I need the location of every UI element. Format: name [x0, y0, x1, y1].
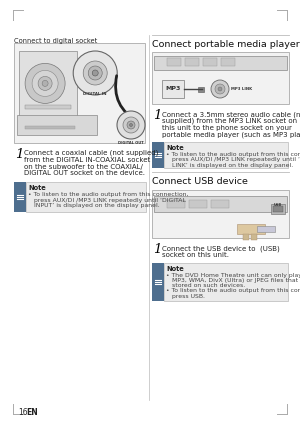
Text: DIGITAL OUT: DIGITAL OUT	[118, 141, 144, 145]
Bar	[152, 263, 164, 301]
Text: portable media player (such as MP3 player).: portable media player (such as MP3 playe…	[162, 131, 300, 138]
Circle shape	[218, 87, 222, 91]
Bar	[243, 234, 249, 240]
Text: Note: Note	[28, 185, 46, 191]
Text: Connect USB device: Connect USB device	[152, 177, 248, 186]
Bar	[154, 56, 287, 70]
Text: Connect a 3.5mm stereo audio cable (not: Connect a 3.5mm stereo audio cable (not	[162, 111, 300, 117]
Circle shape	[32, 70, 58, 96]
Bar	[221, 58, 235, 66]
Text: • To listen to the audio output from this connection,: • To listen to the audio output from thi…	[166, 152, 300, 157]
Circle shape	[83, 61, 107, 85]
Circle shape	[130, 123, 133, 126]
Text: EN: EN	[26, 408, 38, 417]
Text: 1: 1	[153, 109, 161, 122]
Bar	[164, 142, 288, 168]
Text: Connect to digital socket: Connect to digital socket	[14, 38, 97, 44]
Bar	[152, 190, 289, 238]
Text: Connect the USB device to  (USB): Connect the USB device to (USB)	[162, 245, 280, 252]
Text: Note: Note	[166, 145, 184, 151]
Text: supplied) from the MP3 LINK socket on: supplied) from the MP3 LINK socket on	[162, 118, 297, 124]
Bar	[211, 200, 229, 208]
Text: DIGITAL IN: DIGITAL IN	[83, 92, 107, 96]
Bar	[185, 58, 199, 66]
Text: stored on such devices.: stored on such devices.	[166, 283, 245, 288]
Bar	[19, 51, 77, 123]
Text: Connect portable media player: Connect portable media player	[152, 40, 300, 49]
Bar	[162, 80, 184, 98]
Text: Note: Note	[166, 266, 184, 272]
Text: 1: 1	[15, 148, 23, 161]
Circle shape	[42, 81, 48, 86]
Bar	[271, 204, 285, 214]
Text: • To listen to the audio output from this connection,: • To listen to the audio output from thi…	[166, 288, 300, 293]
Bar	[14, 43, 145, 143]
Text: this unit to the phone socket on your: this unit to the phone socket on your	[162, 125, 292, 131]
Text: press AUX/DI /MP3 LINK repeatedly until ‘DIGITAL: press AUX/DI /MP3 LINK repeatedly until …	[28, 198, 186, 203]
Bar	[154, 196, 287, 212]
Bar	[251, 234, 257, 240]
Bar	[14, 182, 26, 212]
Text: DIGITAL OUT socket on the device.: DIGITAL OUT socket on the device.	[24, 170, 145, 176]
Text: from the DIGITAL IN-COAXIAL socket: from the DIGITAL IN-COAXIAL socket	[24, 157, 150, 163]
Text: socket on this unit.: socket on this unit.	[162, 252, 229, 258]
Text: LINK’ is displayed on the display panel.: LINK’ is displayed on the display panel.	[166, 162, 293, 167]
Text: MP3 LINK: MP3 LINK	[231, 87, 252, 91]
Bar	[25, 126, 75, 129]
Text: MP3, WMA, DivX (Ultra) or JPEG files that are: MP3, WMA, DivX (Ultra) or JPEG files tha…	[166, 278, 300, 283]
Circle shape	[215, 84, 225, 94]
Bar	[237, 224, 265, 234]
Text: 16: 16	[18, 408, 28, 417]
Circle shape	[117, 111, 145, 139]
Text: press AUX/DI /MP3 LINK repeatedly until ‘MP3: press AUX/DI /MP3 LINK repeatedly until …	[166, 157, 300, 162]
Text: USB: USB	[274, 203, 282, 207]
Circle shape	[73, 51, 117, 95]
Bar	[25, 105, 71, 109]
Text: Connect a coaxial cable (not supplied): Connect a coaxial cable (not supplied)	[24, 150, 158, 156]
Circle shape	[211, 80, 229, 98]
Circle shape	[92, 70, 98, 76]
Bar	[26, 182, 146, 212]
Text: INPUT’ is displayed on the display panel.: INPUT’ is displayed on the display panel…	[28, 203, 160, 208]
Bar	[167, 200, 185, 208]
Bar	[17, 115, 97, 135]
Bar	[189, 200, 207, 208]
Bar	[152, 142, 164, 168]
Text: • To listen to the audio output from this connection,: • To listen to the audio output from thi…	[28, 192, 188, 197]
Bar	[203, 58, 217, 66]
Text: • The DVD Home Theatre unit can only playback: • The DVD Home Theatre unit can only pla…	[166, 273, 300, 278]
Bar	[198, 86, 204, 92]
Circle shape	[88, 66, 102, 80]
Bar	[152, 52, 289, 104]
Text: 1: 1	[153, 243, 161, 256]
Text: MP3: MP3	[165, 86, 181, 92]
Circle shape	[123, 117, 139, 133]
Text: press USB.: press USB.	[166, 293, 205, 298]
Circle shape	[127, 121, 135, 129]
Circle shape	[25, 64, 65, 103]
Text: on the subwoofer to the COAXIAL/: on the subwoofer to the COAXIAL/	[24, 164, 143, 170]
Circle shape	[38, 76, 52, 90]
Bar	[257, 226, 275, 232]
Bar	[167, 58, 181, 66]
Bar	[273, 206, 283, 212]
Bar	[164, 263, 288, 301]
